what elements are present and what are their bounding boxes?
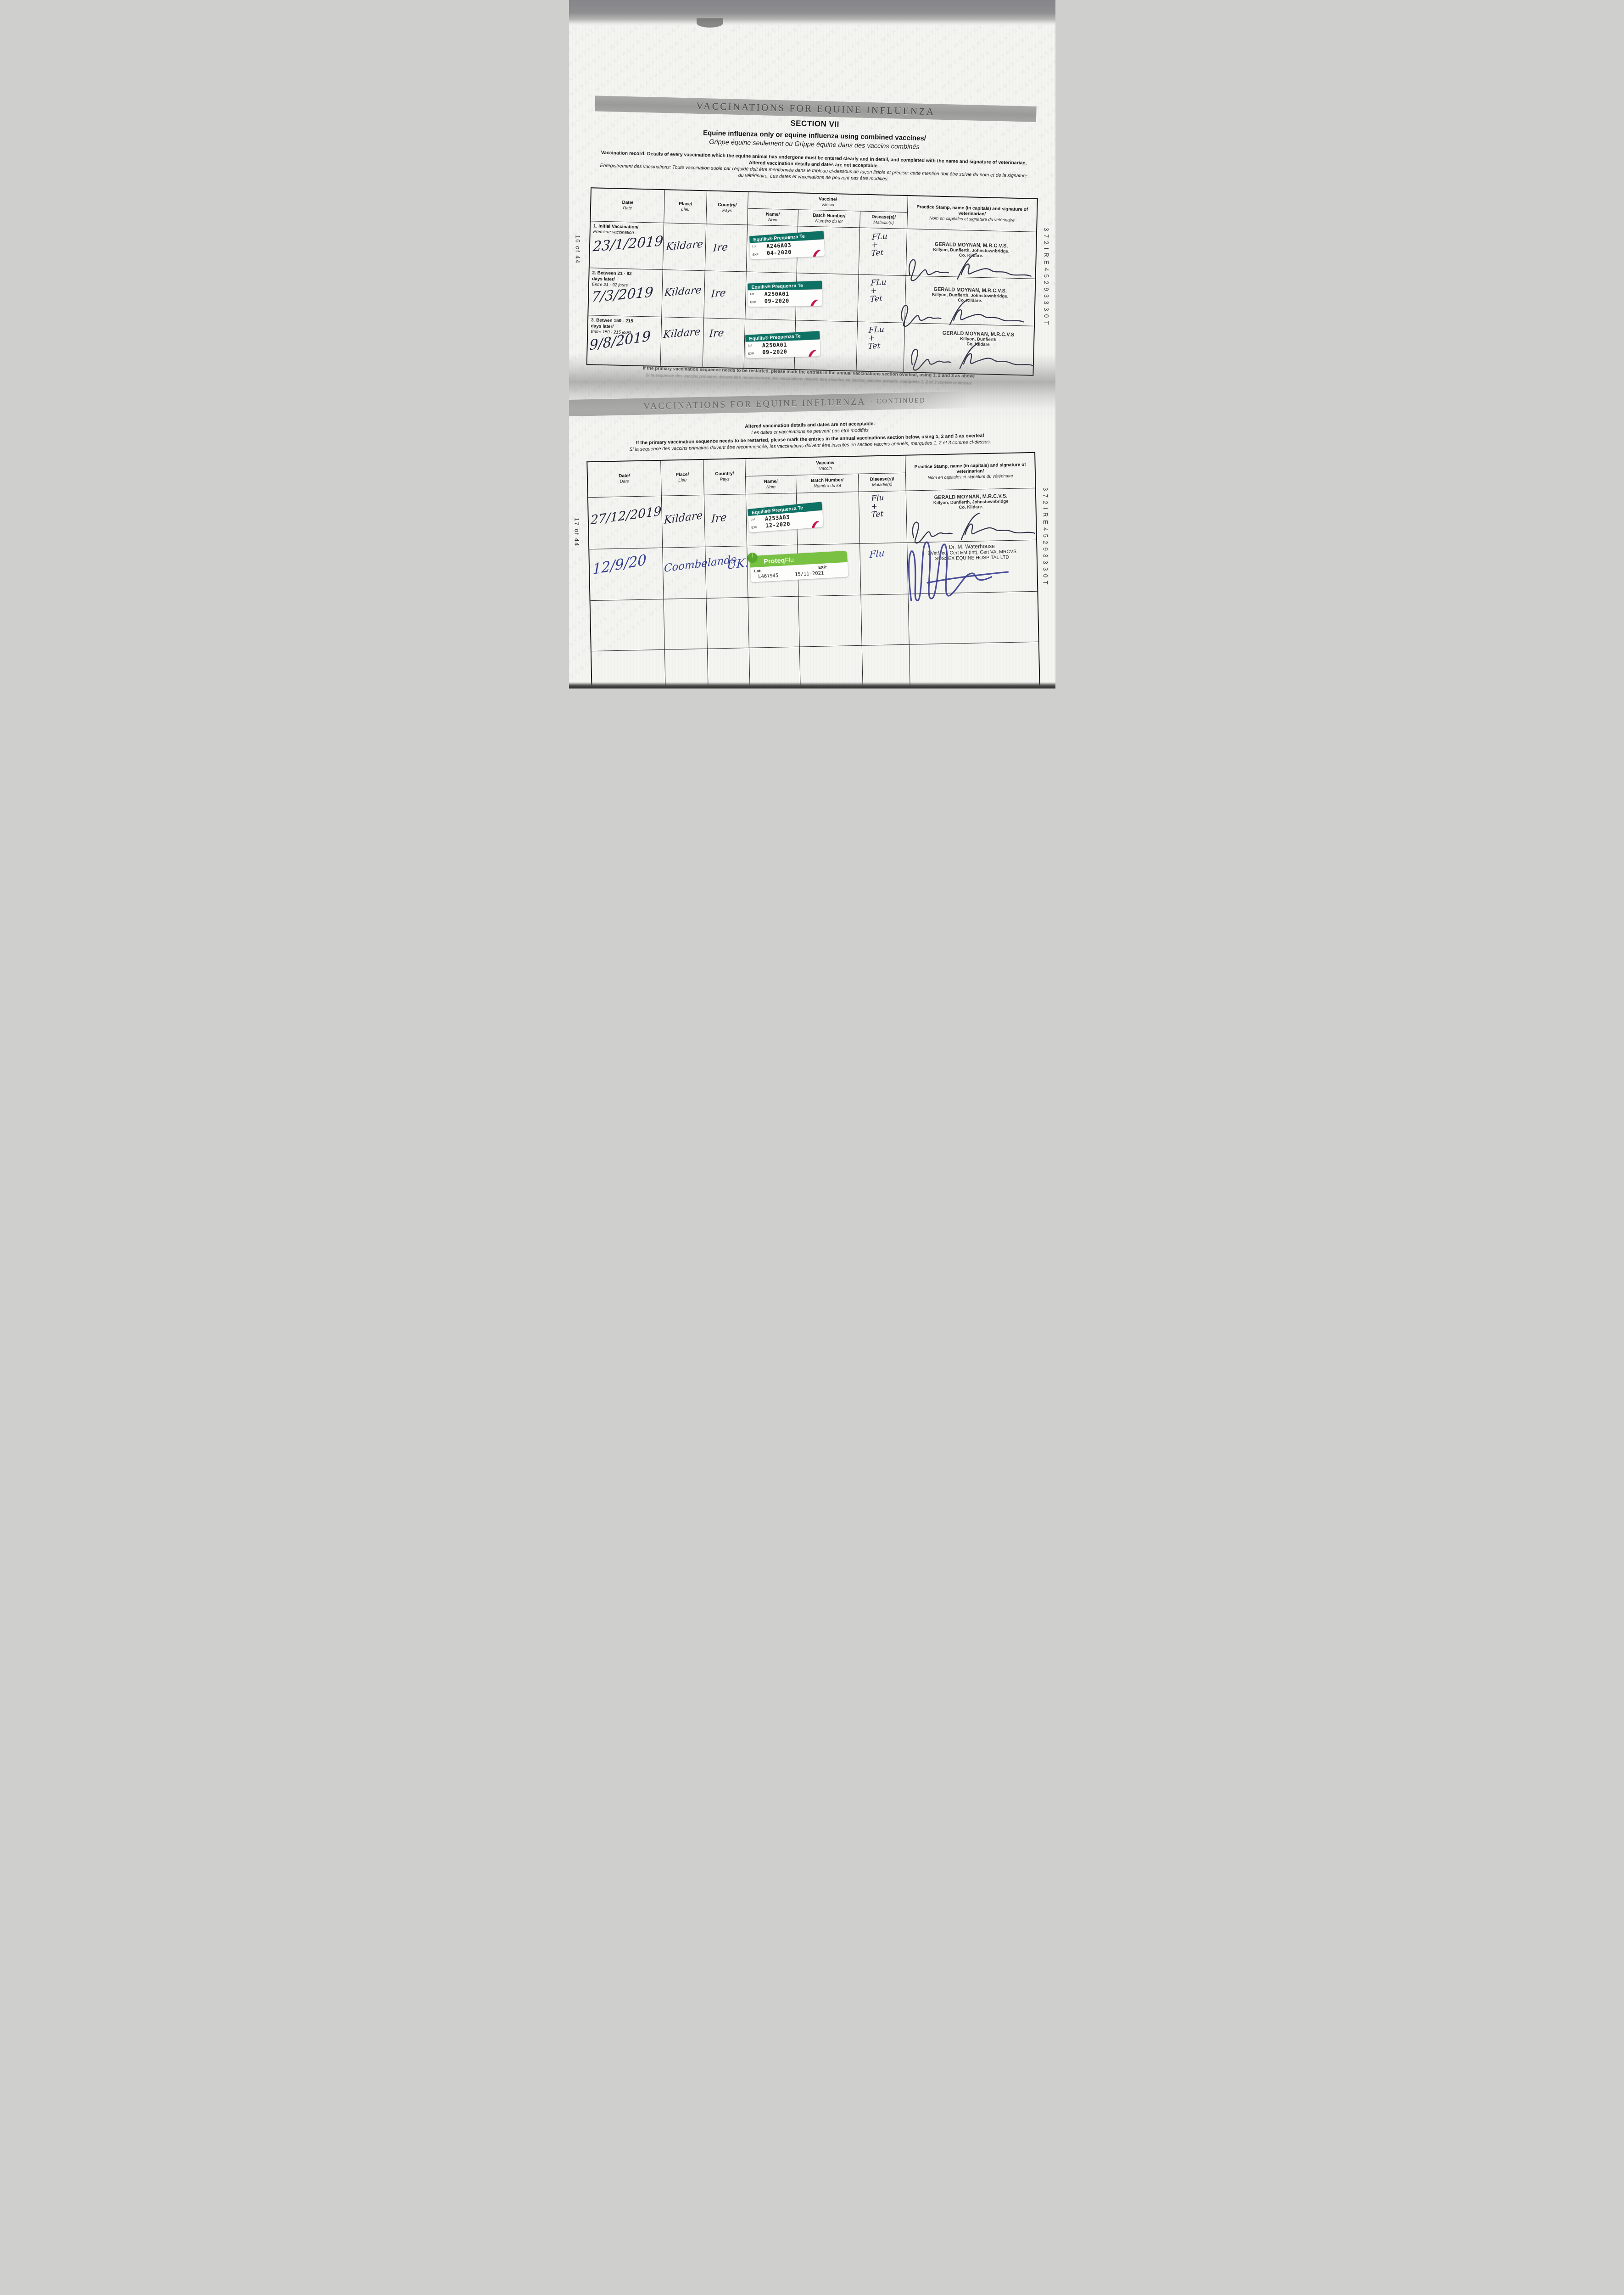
t2-row1-country-cell: Ire <box>704 494 747 547</box>
t2-row2-place-cell: Coombelands <box>662 547 736 599</box>
t2-row2-country-cell: UK. <box>705 546 748 599</box>
col-header-stamp: Practice Stamp, name (in capitals) and s… <box>905 453 1035 491</box>
page-number-16: 16 of 44 <box>574 235 581 264</box>
vet-signature <box>901 299 1024 327</box>
lot-value: L467945 <box>758 573 779 580</box>
col-header-batch: Batch Number/ Numéro du lot <box>796 474 859 493</box>
t2-row2-date-cell: 12/9/20 <box>589 548 664 601</box>
t2-row3-date-cell <box>590 599 665 652</box>
vaccine-sticker-equilis: Equilis® Prequenza Te Lot A246A03 04-202… <box>749 230 825 260</box>
page-16-section: VACCINATIONS FOR EQUINE INFLUENZA SECTIO… <box>569 0 1055 688</box>
t2-row1-disease-cell: Flu + Tet <box>859 491 907 544</box>
col-header-country: Country/ Pays <box>703 459 746 495</box>
pink-curl-icon <box>808 350 816 357</box>
page-17-section: VACCINATIONS FOR EQUINE INFLUENZA - CONT… <box>569 0 1055 688</box>
scan-bottom-shadow <box>569 682 1055 688</box>
row2-stamp-cell: GERALD MOYNAN, M.R.C.V.S. Killyon, Dunfi… <box>901 276 1035 327</box>
t2-row1-name-cell: Equilis® Prequenza Te Lot A253A03 12-202… <box>746 493 824 546</box>
col-header-disease: Disease(s)/ Maladie(s) <box>858 473 906 492</box>
vaccine-sticker-equilis: Equilis® Prequenza Te Lot A250A01 09-202… <box>747 280 822 307</box>
continued-suffix: - CONTINUED <box>870 397 926 405</box>
vaccine-sticker-equilis: Equilis® Prequenza Te Lot A250A01 09-202… <box>745 331 820 358</box>
vaccination-table-1: Date/ Date Place/ Lieu Country/ Pays Vac… <box>586 187 1038 376</box>
passport-code-upper: 372IRE45293330T <box>1043 228 1050 328</box>
exp-label: EXP <box>751 526 758 530</box>
t2-row2-date-handwriting: 12/9/20 <box>592 551 647 578</box>
t2-row1-stamp-cell: GERALD MOYNAN, M.R.C.V.S. Killyon, Dunfi… <box>906 488 1036 544</box>
t2-row2-disease-handwriting: Flu <box>869 547 885 560</box>
continued-title-banner: VACCINATIONS FOR EQUINE INFLUENZA - CONT… <box>569 391 975 417</box>
col-header-place: Place/ Lieu <box>660 459 704 496</box>
pink-curl-icon <box>811 521 819 528</box>
t2-row1-place-cell: Kildare <box>661 495 705 548</box>
t2-row1-place-handwriting: Kildare <box>664 509 703 526</box>
t2-row3-place-cell <box>664 598 708 650</box>
row2-name-cell: Equilis® Prequenza Te Lot A250A01 09-202… <box>745 272 822 321</box>
vaccination-table-2: Date/ Date Place/ Lieu Country/ Pays Vac… <box>586 452 1040 688</box>
row1-stamp-cell: GERALD MOYNAN, M.R.C.V.S. Killyon, Dunfi… <box>906 229 1036 281</box>
exp-value: 12-2020 <box>765 521 791 529</box>
lot-label: Lot <box>750 518 755 521</box>
sticker-brand-bold: Proteq <box>763 556 785 565</box>
t2-row1-country-handwriting: Ire <box>711 511 727 526</box>
t2-row2-country-handwriting: UK. <box>726 555 749 572</box>
continued-title: VACCINATIONS FOR EQUINE INFLUENZA <box>643 396 866 412</box>
col-header-date: Date/ Date <box>587 460 662 498</box>
t2-row3-country-cell <box>706 597 749 649</box>
vet-signature <box>910 342 1034 371</box>
vet-signature <box>908 253 1032 281</box>
vet-signature <box>912 513 1035 544</box>
t2-row1-date-handwriting: 27/12/2019 <box>590 504 662 528</box>
t2-row2-name-cell: Proteq Flu Lot: EXP: L467945 15/11-2021 <box>747 545 848 598</box>
t2-row3-batch-cell <box>798 595 862 647</box>
row3-stamp-cell: GERALD MOYNAN, M.R.C.V.S Killyon, Dunfie… <box>904 323 1034 375</box>
t2-row1-disease-handwriting: Flu + Tet <box>871 493 884 520</box>
passport-code-lower: 372IRE45293330T <box>1042 487 1049 588</box>
row3-name-cell: Equilis® Prequenza Te Lot A250A01 09-202… <box>744 319 820 369</box>
vaccine-sticker-equilis: Equilis® Prequenza Te Lot A253A03 12-202… <box>747 502 824 533</box>
scan-top-shadow <box>569 0 1055 26</box>
exp-label: EXP: <box>818 565 827 570</box>
col-header-name: Name/ Nom <box>745 475 797 494</box>
page-number-17: 17 of 44 <box>573 518 580 547</box>
t2-row3-name-cell <box>748 596 800 648</box>
vaccine-sticker-proteqflu: Proteq Flu Lot: EXP: L467945 15/11-2021 <box>747 550 848 582</box>
t2-row4-stamp-cell <box>909 642 1039 688</box>
lot-label: Lot: <box>753 568 762 574</box>
row1-name-cell: Equilis® Prequenza Te Lot A246A03 04-202… <box>746 225 825 274</box>
t2-row1-date-cell: 27/12/2019 <box>588 496 663 550</box>
pink-curl-icon <box>813 250 820 257</box>
exp-value: 15/11-2021 <box>794 570 824 578</box>
pink-curl-icon <box>810 299 818 307</box>
t2-row2-stamp-cell: Dr. M. Waterhouse BVetMed, Cert EM (Int)… <box>907 540 1037 602</box>
proteq-leaf-icon <box>747 553 758 563</box>
vet-signature-blue <box>908 541 1009 602</box>
sticker-brand-light: Flu <box>784 555 794 564</box>
scan-top-notch <box>696 18 723 28</box>
scanned-passport-page: WEATHERBYS WEATHERBYS WEATHERBYS WEATHER… <box>569 0 1055 688</box>
